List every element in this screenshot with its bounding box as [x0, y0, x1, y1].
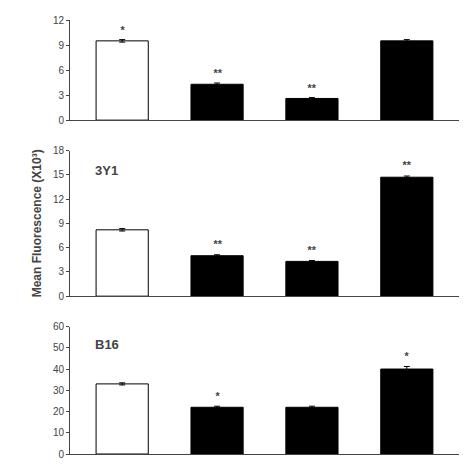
- svg-text:50: 50: [53, 342, 65, 353]
- svg-text:12: 12: [53, 194, 65, 205]
- svg-text:0: 0: [58, 449, 64, 460]
- svg-text:60: 60: [53, 321, 65, 332]
- svg-text:3Y1: 3Y1: [95, 163, 118, 178]
- svg-text:18: 18: [53, 145, 65, 156]
- svg-text:*: *: [215, 390, 220, 402]
- svg-text:B16: B16: [95, 337, 119, 352]
- svg-text:*: *: [404, 350, 409, 362]
- svg-text:**: **: [213, 238, 222, 250]
- svg-text:15: 15: [53, 169, 65, 180]
- svg-text:30: 30: [53, 385, 65, 396]
- svg-text:12: 12: [53, 15, 65, 26]
- svg-text:9: 9: [58, 40, 64, 51]
- svg-text:0: 0: [58, 115, 64, 126]
- svg-text:6: 6: [58, 242, 64, 253]
- svg-text:**: **: [402, 159, 411, 171]
- svg-text:**: **: [213, 67, 222, 79]
- svg-text:40: 40: [53, 364, 65, 375]
- svg-text:*: *: [120, 24, 125, 36]
- svg-text:20: 20: [53, 406, 65, 417]
- svg-text:9: 9: [58, 218, 64, 229]
- svg-text:3: 3: [58, 90, 64, 101]
- svg-text:**: **: [307, 82, 316, 94]
- svg-text:6: 6: [58, 65, 64, 76]
- svg-text:10: 10: [53, 427, 65, 438]
- svg-text:3: 3: [58, 266, 64, 277]
- svg-text:0: 0: [58, 291, 64, 302]
- svg-text:Mean Fluorescence (X10³): Mean Fluorescence (X10³): [30, 149, 44, 297]
- svg-text:**: **: [307, 244, 316, 256]
